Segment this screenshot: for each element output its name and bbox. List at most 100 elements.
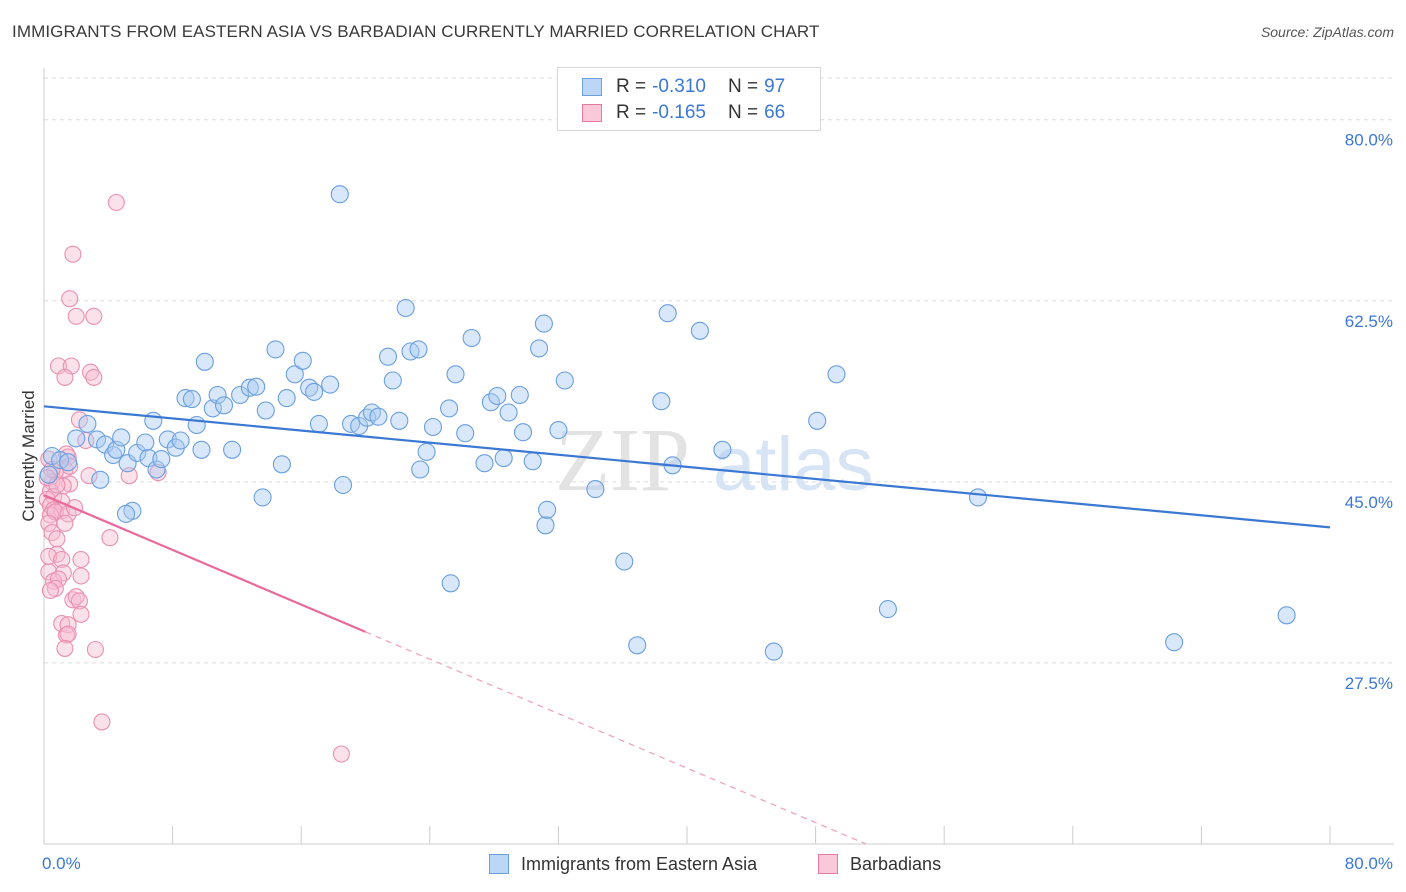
barbadian-point [85,307,103,325]
legend-swatch-blue [582,78,602,96]
source-label: Source: ZipAtlas.com [1260,24,1394,40]
barbadian-point [48,530,66,548]
eastern-asia-point [456,424,475,443]
eastern-asia-point [383,371,402,390]
eastern-asia-point [247,377,266,396]
eastern-asia-point [214,396,234,415]
barbadian-point [61,475,79,493]
legend-n-value: 97 [764,76,786,97]
eastern-asia-point [104,445,123,465]
eastern-asia-point [510,385,529,405]
eastern-asia-point [240,378,259,397]
barbadian-point [70,592,88,610]
barbadian-point [86,640,104,659]
eastern-asia-point [59,453,78,472]
barbadian-point [53,550,71,569]
barbadian-point [72,567,90,585]
trend-line-eastern-asia [43,405,1331,529]
eastern-asia-point [171,431,190,450]
eastern-asia-point [136,433,155,452]
eastern-asia-point [713,440,732,459]
eastern-asia-point [499,403,518,422]
y-tick-label: 80.0% [1345,131,1393,150]
bottom-legend-swatch-pink [818,854,838,874]
eastern-asia-point [440,399,459,418]
watermark: ZIP atlas [555,411,874,510]
eastern-asia-point [652,392,671,411]
legend-row-barbadians: R = -0.165 N = 66 [582,101,785,125]
eastern-asia-point [396,298,415,318]
barbadian-point [72,605,90,623]
barbadian-point [101,529,119,547]
legend-swatch-pink [582,104,602,122]
tick-labels: 27.5% 45.0% 62.5% 80.0% 0.0% 80.0% [42,131,1393,873]
barbadian-point [64,591,82,609]
eastern-asia-point [1277,606,1296,625]
watermark-atlas: atlas [713,422,874,507]
eastern-asia-point [462,328,481,348]
eastern-asia-point [878,600,897,619]
x-tick-label: 80.0% [1345,854,1393,873]
eastern-asia-point [321,375,340,394]
legend-r-label: R = [616,76,647,97]
eastern-asia-point [39,465,58,484]
axes [43,68,1394,845]
eastern-asia-point [112,428,131,447]
eastern-asia-point [309,414,328,433]
eastern-asia-point [78,414,97,433]
y-axis-label: Currently Married [19,390,38,521]
eastern-asia-point [808,411,827,430]
legend-row-eastern-asia: R = -0.310 N = 97 [582,75,785,99]
eastern-asia-point [231,385,250,405]
eastern-asia-point [549,421,568,440]
eastern-asia-point [208,385,227,405]
eastern-asia-point [441,574,460,593]
bottom-legend-label: Barbadians [850,853,942,874]
eastern-asia-point [277,389,296,408]
eastern-asia-point [475,454,494,473]
eastern-asia-point [67,429,86,448]
barbadian-point [56,368,74,386]
eastern-asia-point [446,365,465,384]
x-tick-label: 0.0% [42,854,81,873]
legend-n-label: N = [727,76,759,97]
barbadian-point [41,581,59,600]
eastern-asia-point [253,488,272,507]
eastern-asia-point [417,442,436,461]
eastern-asia-point [523,452,542,471]
eastern-asia-point [628,636,647,655]
eastern-asia-point [658,304,677,323]
eastern-asia-point [530,339,549,358]
eastern-asia-point [91,470,110,489]
eastern-asia-point [534,314,553,333]
eastern-asia-point [488,386,507,406]
legend-r-value: -0.310 [652,76,706,97]
eastern-asia-point [369,407,388,426]
bottom-legend-barbadians: Barbadians [818,852,941,876]
barbadians-points [38,193,350,763]
barbadian-point [332,745,350,763]
eastern-asia-point [764,642,783,661]
eastern-asia-point [266,340,285,359]
eastern-asia-point [1165,633,1184,652]
eastern-asia-point [152,450,171,469]
eastern-asia-point [378,347,398,366]
barbadian-point [64,245,82,263]
barbadian-point [53,615,71,633]
eastern-asia-point [330,185,349,204]
barbadian-point [82,363,100,381]
legend-r-value: -0.165 [652,102,706,123]
eastern-asia-point [968,488,988,507]
barbadian-point [56,514,74,532]
chart-title: IMMIGRANTS FROM EASTERN ASIA VS BARBADIA… [12,22,820,41]
eastern-asia-point [536,516,555,535]
eastern-asia-point [272,455,291,474]
y-tick-label: 62.5% [1345,312,1393,331]
correlation-legend: R = -0.310 N = 97 R = -0.165 N = 66 [557,67,821,131]
eastern-asia-point [116,504,136,523]
eastern-asia-point [409,340,428,359]
eastern-asia-point [195,352,214,371]
eastern-asia-point [147,460,166,479]
legend-r-label: R = [616,102,647,123]
barbadian-point [40,563,58,581]
